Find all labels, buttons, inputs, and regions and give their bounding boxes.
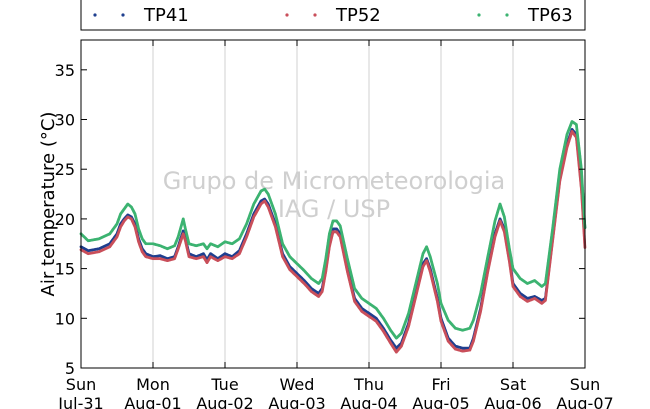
x-tick-date-label: Aug-06 [484, 394, 541, 409]
x-tick-date-label: Aug-07 [556, 394, 613, 409]
x-tick-day-label: Sat [500, 375, 526, 394]
watermark-text: IAG / USP [278, 195, 390, 223]
x-tick-day-label: Sun [66, 375, 96, 394]
plot-area [79, 120, 587, 354]
x-tick-date-label: Aug-05 [412, 394, 469, 409]
x-tick-day-label: Tue [210, 375, 238, 394]
legend-marker [121, 13, 125, 17]
y-tick-label: 10 [55, 309, 75, 328]
legend-marker [477, 13, 481, 17]
x-tick-day-label: Mon [136, 375, 170, 394]
y-tick-label: 25 [55, 160, 75, 179]
plot-frame [80, 39, 586, 369]
legend-marker [285, 13, 289, 17]
x-tick-date-label: Aug-01 [124, 394, 181, 409]
legend-marker [505, 13, 509, 17]
y-tick-label: 5 [65, 359, 75, 378]
x-tick-date-label: Aug-02 [196, 394, 253, 409]
x-tick-date-label: Aug-04 [340, 394, 397, 409]
watermark-text: Grupo de Micrometeorologia [163, 167, 505, 195]
legend: TP41 TP52 TP63 [80, 0, 586, 31]
x-tick-date-label: Jul-31 [57, 394, 103, 409]
axis-ticks: SunJul-31MonAug-01TueAug-02WedAug-03ThuA… [55, 40, 614, 409]
x-tick-day-label: Fri [431, 375, 450, 394]
legend-marker [313, 13, 317, 17]
y-tick-label: 20 [55, 210, 75, 229]
series-tp63 [79, 120, 587, 340]
x-tick-date-label: Aug-03 [268, 394, 325, 409]
y-tick-label: 15 [55, 260, 75, 279]
x-tick-day-label: Thu [353, 375, 384, 394]
y-tick-label: 30 [55, 111, 75, 130]
y-axis-label: Air temperature (°C) [38, 112, 59, 297]
x-tick-day-label: Sun [570, 375, 600, 394]
legend-box [80, 0, 586, 31]
y-tick-label: 35 [55, 61, 75, 80]
legend-label-tp63: TP63 [527, 5, 573, 26]
legend-marker [93, 13, 97, 17]
x-tick-day-label: Wed [280, 375, 315, 394]
legend-label-tp41: TP41 [143, 5, 189, 26]
legend-label-tp52: TP52 [335, 5, 381, 26]
series-tp52 [79, 130, 587, 354]
series-tp41 [79, 128, 587, 350]
